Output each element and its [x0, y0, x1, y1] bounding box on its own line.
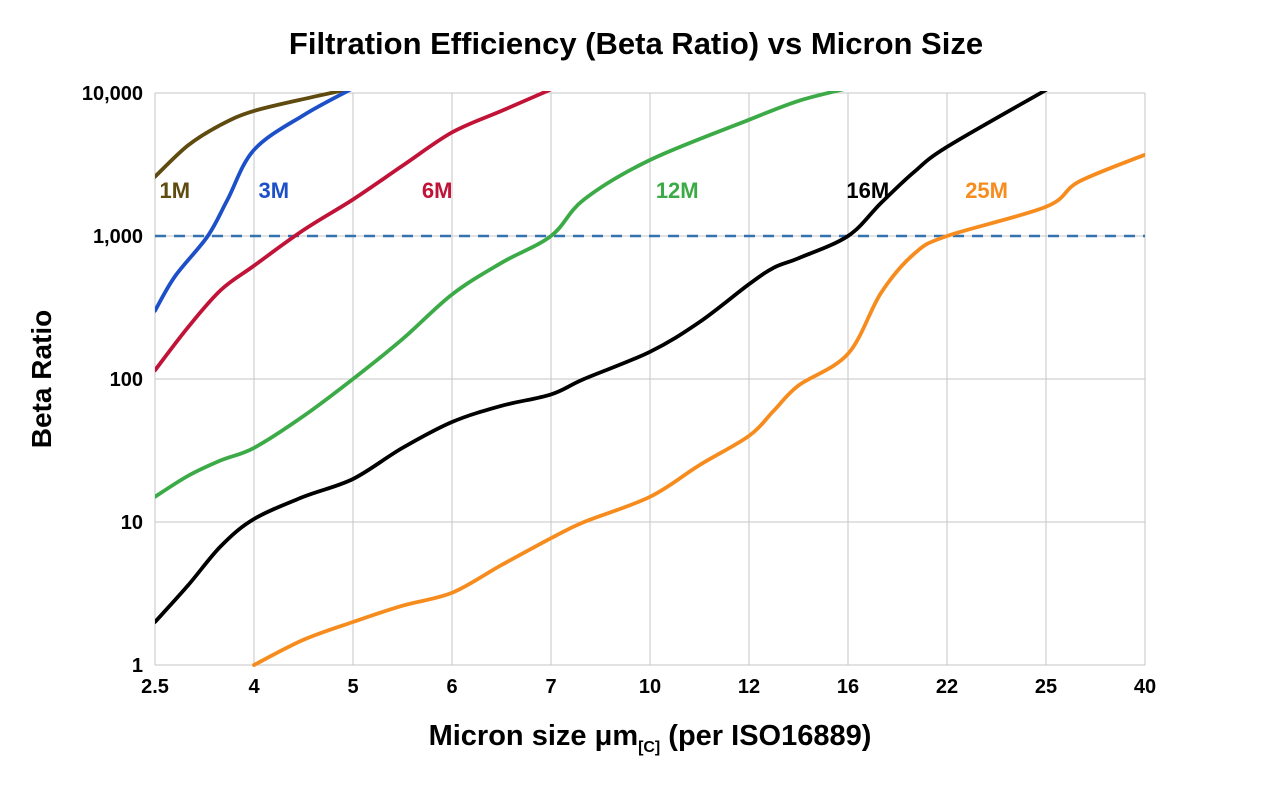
series-line-3M — [155, 91, 352, 313]
x-tick-label-16: 16 — [837, 676, 859, 698]
series-line-1M — [155, 91, 350, 179]
x-tick-label-12: 12 — [738, 676, 760, 698]
series-label-6M: 6M — [422, 178, 453, 203]
chart-title: Filtration Efficiency (Beta Ratio) vs Mi… — [288, 26, 984, 61]
x-tick-label-7: 7 — [545, 676, 556, 698]
x-tick-label-25: 25 — [1035, 676, 1057, 698]
y-tick-label-1,000: 1,000 — [93, 226, 143, 248]
x-axis-title-sub: [C] — [638, 738, 661, 756]
series-label-25M: 25M — [965, 178, 1008, 203]
x-tick-label-6: 6 — [446, 676, 457, 698]
x-axis-title-pre: Micron size μm — [428, 720, 639, 752]
y-tick-label-100: 100 — [110, 369, 143, 391]
series-line-6M — [155, 91, 553, 373]
series-line-12M — [155, 91, 845, 499]
x-tick-label-4: 4 — [248, 676, 260, 698]
x-tick-label-2.5: 2.5 — [141, 676, 169, 698]
x-tick-label-10: 10 — [639, 676, 661, 698]
y-tick-label-10,000: 10,000 — [82, 83, 143, 105]
x-axis-title-post: (per ISO16889) — [660, 720, 872, 752]
x-tick-label-5: 5 — [347, 676, 358, 698]
x-tick-label-40: 40 — [1134, 676, 1156, 698]
series-line-16M — [155, 91, 1048, 624]
x-tick-label-22: 22 — [936, 676, 958, 698]
y-tick-label-10: 10 — [121, 512, 143, 534]
x-axis-title: Micron size μm[C] (per ISO16889) — [155, 720, 1145, 757]
y-tick-label-1: 1 — [132, 655, 143, 677]
series-label-1M: 1M — [160, 178, 191, 203]
series-label-16M: 16M — [846, 178, 889, 203]
series-line-25M — [252, 152, 1145, 667]
series-label-12M: 12M — [656, 178, 699, 203]
series-label-3M: 3M — [259, 178, 290, 203]
